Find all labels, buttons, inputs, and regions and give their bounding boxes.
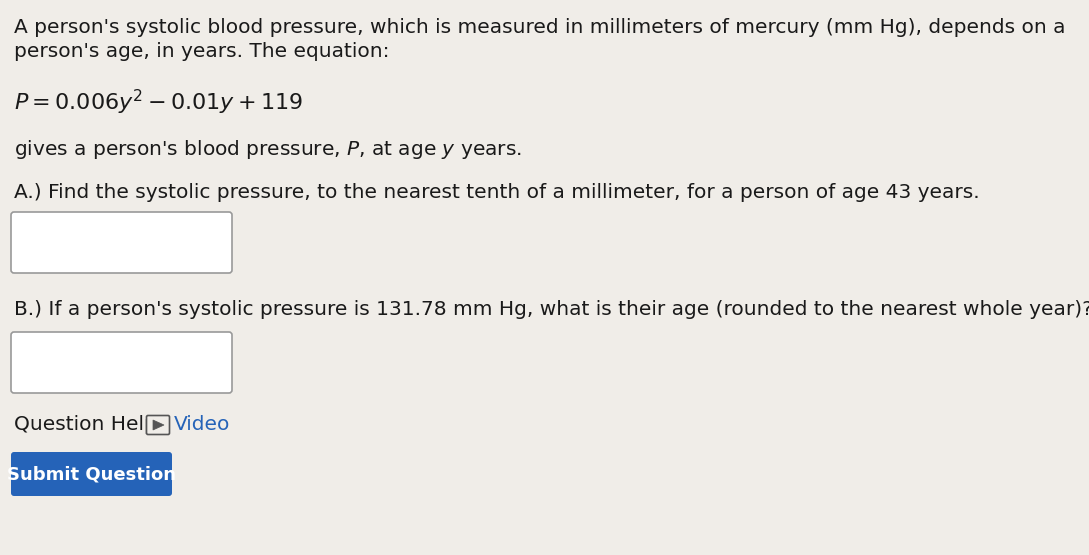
Text: Submit Question: Submit Question (7, 465, 176, 483)
Text: Video: Video (174, 415, 231, 434)
FancyBboxPatch shape (11, 212, 232, 273)
Text: $P = 0.006y^2 - 0.01y + 119$: $P = 0.006y^2 - 0.01y + 119$ (14, 88, 303, 117)
Text: person's age, in years. The equation:: person's age, in years. The equation: (14, 42, 390, 61)
FancyBboxPatch shape (147, 416, 170, 435)
Text: A.) Find the systolic pressure, to the nearest tenth of a millimeter, for a pers: A.) Find the systolic pressure, to the n… (14, 183, 980, 202)
Text: gives a person's blood pressure, $P$, at age $y$ years.: gives a person's blood pressure, $P$, at… (14, 138, 522, 161)
Text: B.) If a person's systolic pressure is 131.78 mm Hg, what is their age (rounded : B.) If a person's systolic pressure is 1… (14, 300, 1089, 319)
FancyBboxPatch shape (11, 332, 232, 393)
Text: A person's systolic blood pressure, which is measured in millimeters of mercury : A person's systolic blood pressure, whic… (14, 18, 1065, 37)
Text: Question Help:: Question Help: (14, 415, 163, 434)
FancyBboxPatch shape (11, 452, 172, 496)
Polygon shape (152, 420, 164, 430)
